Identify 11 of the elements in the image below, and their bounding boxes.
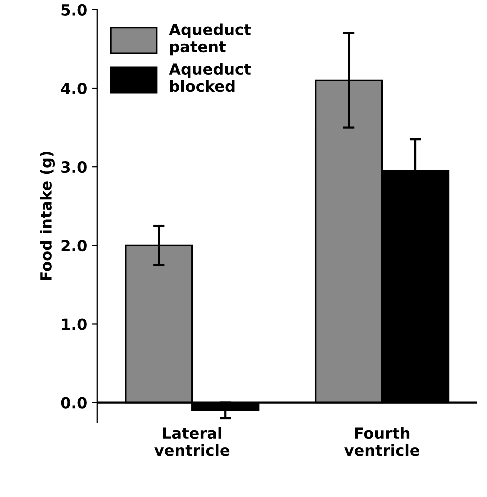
x-tick-label: Fourth ventricle bbox=[344, 427, 420, 456]
y-tick-label: 5.0 bbox=[62, 4, 87, 16]
y-tick-label: 1.0 bbox=[62, 318, 87, 330]
legend-label: Aqueduct blocked bbox=[169, 63, 252, 92]
x-tick-label: Lateral ventricle bbox=[154, 427, 230, 456]
y-tick-label: 0.0 bbox=[61, 397, 87, 409]
legend-label: Aqueduct patent bbox=[169, 24, 252, 56]
y-axis-title: Food intake (g) bbox=[40, 152, 56, 280]
y-tick-label: 2.0 bbox=[62, 240, 87, 252]
y-tick-label: 4.0 bbox=[61, 82, 87, 95]
y-tick-label: 3.0 bbox=[62, 162, 87, 174]
